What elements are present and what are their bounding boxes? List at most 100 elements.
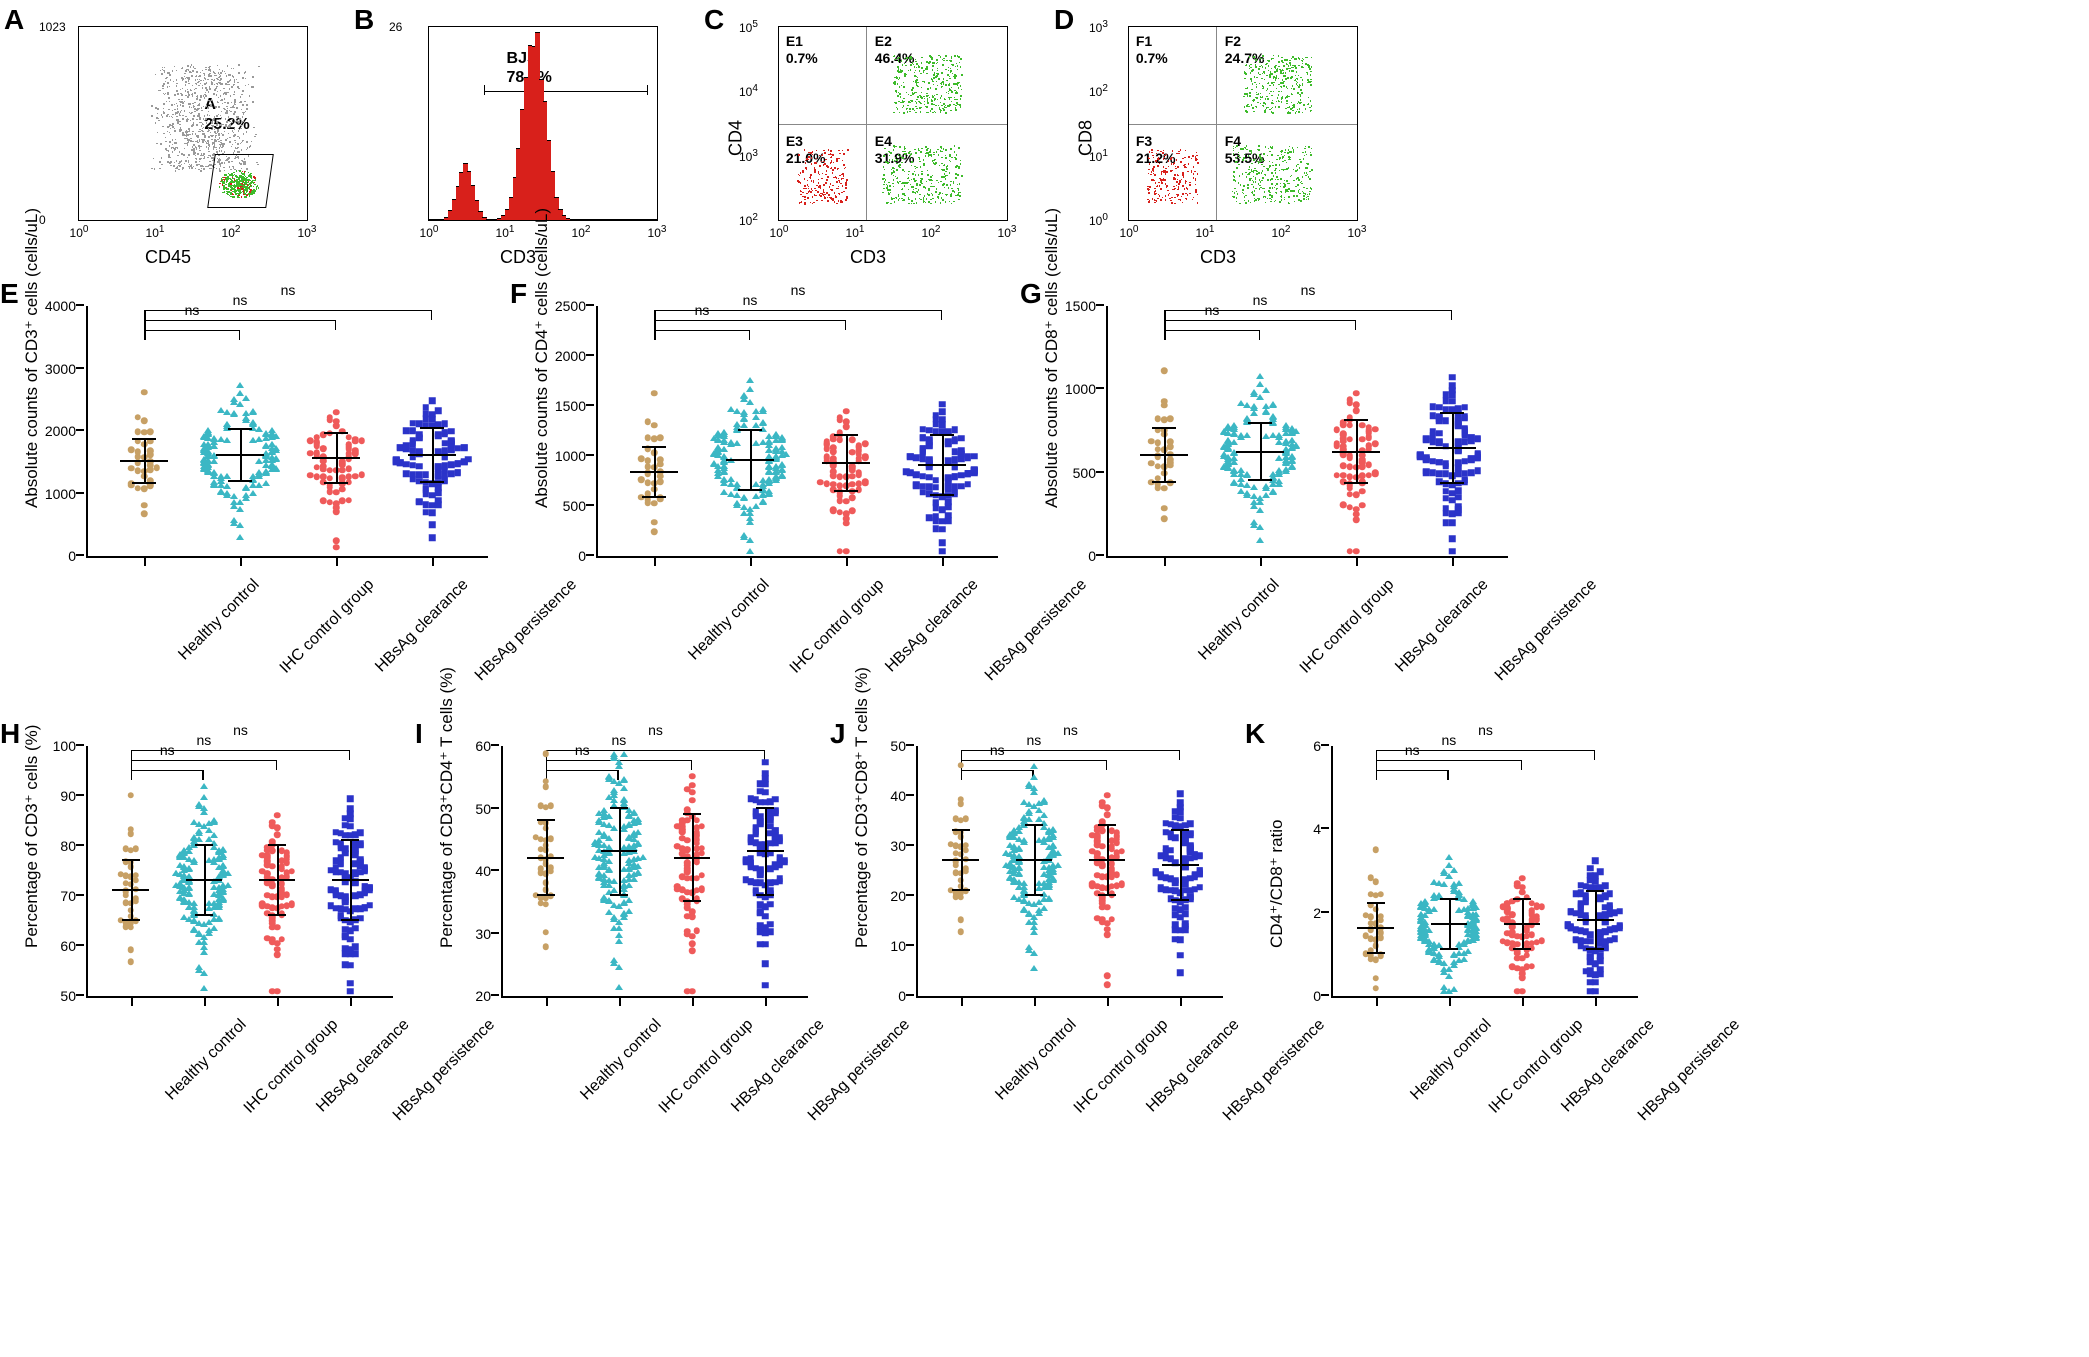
data-point [1104,981,1111,988]
data-point [595,870,603,876]
data-point [1094,915,1101,922]
data-point [651,390,658,397]
ytick-label: 4 [1313,821,1333,837]
data-point [123,846,130,853]
data-point [1172,922,1179,929]
significance-bar [144,320,336,326]
x-category-label: HBsAg clearance [882,576,982,676]
data-point [1436,414,1443,421]
significance-bar [1164,310,1452,316]
data-point [274,946,281,953]
panel-G: GAbsolute counts of CD8⁺ cells (cells/uL… [1028,288,1518,708]
panel-A: A 0 1023 A 25.2% 100101102103 CD45 [8,8,328,268]
data-point [1423,455,1430,462]
row-dots-2: HPercentage of CD3⁺ cells (%)50607080901… [8,728,2081,1148]
data-point [190,819,198,825]
significance-bar [1376,770,1449,776]
data-point [830,481,837,488]
data-point [830,469,837,476]
data-point [843,548,850,555]
data-point [326,475,333,482]
data-point [230,517,238,523]
data-point [939,416,946,423]
significance-bar [1164,320,1356,326]
significance-bar [131,770,204,776]
data-point [279,936,286,943]
data-point [757,902,764,909]
data-point [1597,869,1604,876]
ytick-label: 70 [60,888,88,904]
data-point [1573,936,1580,943]
data-point [644,463,651,470]
data-point [824,453,831,460]
data-point [1450,986,1458,992]
data-point [651,500,658,507]
data-point [242,395,250,401]
data-point [1099,799,1106,806]
data-point [533,834,540,841]
data-point [320,445,327,452]
data-point [856,470,863,477]
data-point [1334,426,1341,433]
data-point [757,923,764,930]
ytick-label: 2000 [555,348,598,364]
data-point [1340,472,1347,479]
data-point [767,823,774,830]
data-point [1230,422,1238,428]
data-point [118,871,125,878]
data-point [957,917,964,924]
scatter-C-box: 100101102103102103104105E10.7%E246.4%E32… [778,26,1008,221]
data-point [1377,891,1384,898]
data-point [333,544,340,551]
chart-area: 0246Healthy controlIHC control groupHBsA… [1331,746,1638,998]
data-point [1006,842,1014,848]
data-point [274,812,281,819]
data-point [1334,472,1341,479]
data-point [824,481,831,488]
data-point [230,396,238,402]
data-point [429,521,436,528]
data-point [320,474,327,481]
data-point [962,816,969,823]
x-category-label: Healthy control [1195,576,1283,664]
quadrant-label: E246.4% [875,33,915,67]
data-point [1442,505,1449,512]
data-point [1568,908,1575,915]
x-category-label: Healthy control [685,576,773,664]
data-point [746,377,754,383]
data-point [210,817,218,823]
data-point [1436,430,1443,437]
data-point [1474,467,1481,474]
data-point [134,414,141,421]
panel-F: FAbsolute counts of CD4⁺ cells (cells/uL… [518,288,1008,708]
data-point [333,538,340,545]
data-point [1524,952,1531,959]
data-point [720,429,728,435]
data-point [945,498,952,505]
data-point [1340,501,1347,508]
hist-B-box: 26 BJS 78.4% 100101102103 [428,26,658,221]
data-point [1187,820,1194,827]
data-point [1237,488,1245,494]
data-point [1104,811,1111,818]
data-point [200,985,208,991]
data-point [1430,438,1437,445]
data-point [1368,920,1375,927]
data-point [1353,390,1360,397]
data-point [862,440,869,447]
data-point [958,435,965,442]
data-point [1161,368,1168,375]
xtick: 100 [70,224,89,240]
data-point [862,478,869,485]
data-point [1094,872,1101,879]
data-point [1372,846,1379,853]
data-point [752,414,760,420]
ytick-label: 1000 [45,486,88,502]
data-point [849,463,856,470]
gate-A-polygon [207,154,274,208]
data-point [410,420,417,427]
panel-D: D CD8 100101102103100101102103F10.7%F224… [1058,8,1378,268]
data-point [1469,898,1477,904]
data-point [620,785,628,791]
significance-bar [654,320,846,326]
